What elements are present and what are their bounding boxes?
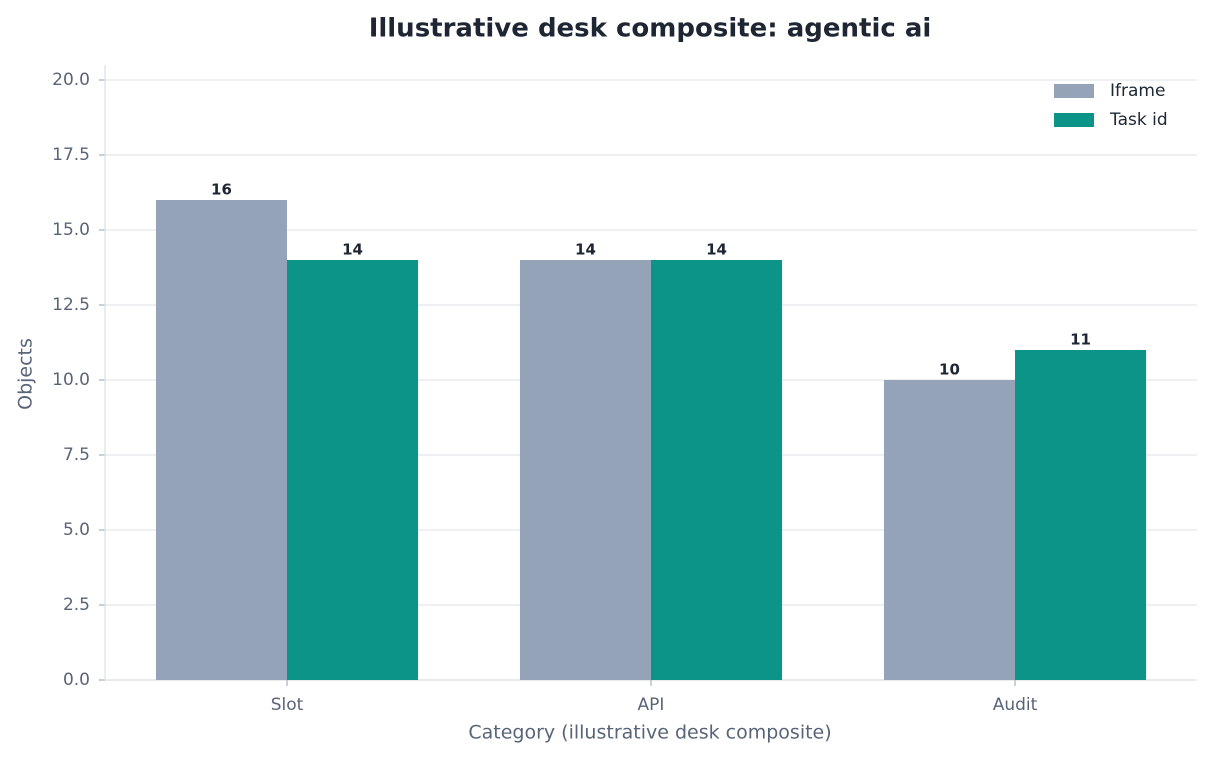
data-label: 14 bbox=[575, 241, 596, 259]
x-tick-label: Slot bbox=[271, 695, 304, 715]
x-axis-label: Category (illustrative desk composite) bbox=[468, 722, 831, 744]
y-tick-label: 7.5 bbox=[63, 445, 90, 465]
bar bbox=[155, 200, 287, 680]
legend-swatch bbox=[1054, 84, 1094, 98]
data-label: 14 bbox=[342, 241, 363, 259]
legend-label: Task id bbox=[1109, 110, 1168, 130]
chart-title: Illustrative desk composite: agentic ai bbox=[369, 14, 932, 44]
bar bbox=[883, 380, 1015, 680]
data-label: 10 bbox=[939, 361, 960, 379]
x-tick-label: Audit bbox=[993, 695, 1038, 715]
data-label: 16 bbox=[211, 181, 232, 199]
y-tick-label: 0.0 bbox=[63, 670, 90, 690]
y-tick-label: 20.0 bbox=[52, 70, 90, 90]
legend-label: Iframe bbox=[1110, 81, 1165, 101]
y-tick-label: 5.0 bbox=[63, 520, 90, 540]
bar bbox=[1015, 350, 1147, 680]
y-tick-label: 15.0 bbox=[52, 220, 90, 240]
data-label: 11 bbox=[1070, 331, 1091, 349]
y-tick-label: 2.5 bbox=[63, 595, 90, 615]
bar bbox=[651, 260, 783, 680]
y-axis-label: Objects bbox=[15, 338, 37, 410]
x-tick-label: API bbox=[638, 695, 665, 715]
y-tick-label: 12.5 bbox=[52, 295, 90, 315]
data-label: 14 bbox=[706, 241, 727, 259]
legend-swatch bbox=[1054, 113, 1094, 127]
bar bbox=[287, 260, 419, 680]
y-tick-label: 10.0 bbox=[52, 370, 90, 390]
y-tick-label: 17.5 bbox=[52, 145, 90, 165]
bar bbox=[519, 260, 651, 680]
